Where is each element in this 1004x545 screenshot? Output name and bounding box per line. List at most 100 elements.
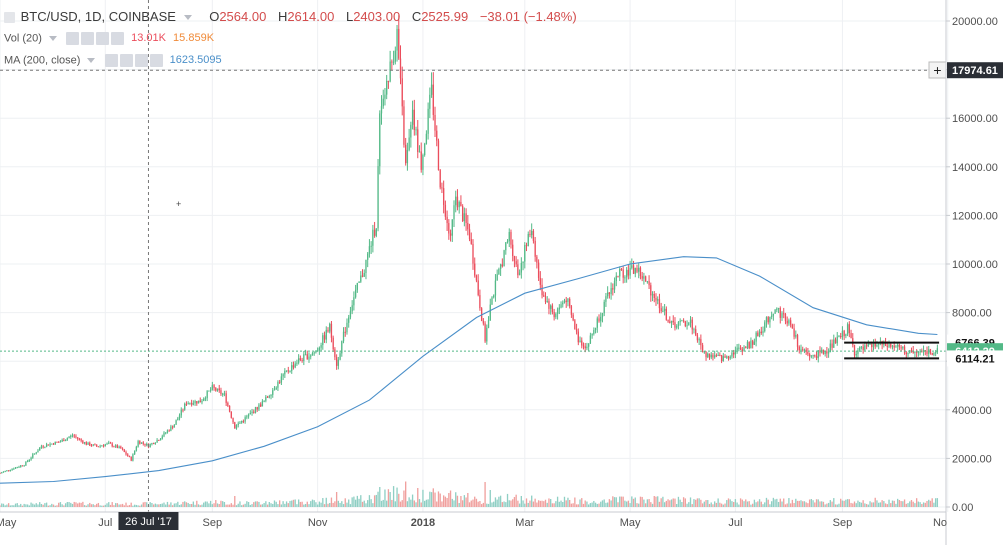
candle-body <box>327 329 329 332</box>
candle-body <box>527 233 529 246</box>
ma-add-icon[interactable] <box>134 54 148 67</box>
volume-bar <box>40 503 43 507</box>
volume-bar <box>449 490 452 507</box>
volume-bar <box>37 504 39 507</box>
volume-bar <box>208 503 210 507</box>
time-axis[interactable]: May Jul Sep Nov 2018 Mar May Jul Sep No <box>0 517 947 529</box>
volume-bar <box>859 501 861 507</box>
candle-body <box>489 304 491 321</box>
x-tick-label: Jul <box>98 517 112 529</box>
volume-bar <box>323 504 326 507</box>
volume-bar <box>672 498 674 507</box>
candle-body <box>498 269 500 275</box>
volume-bar <box>420 502 422 507</box>
candle-body <box>455 196 457 206</box>
volume-bar <box>796 500 799 507</box>
candle-body <box>655 298 657 301</box>
volume-bar <box>886 504 888 507</box>
candle-body <box>779 308 781 318</box>
volume-bar <box>600 501 602 507</box>
candle-body <box>348 317 350 323</box>
price-axis[interactable]: 20000.0018000.0016000.0014000.0012000.00… <box>946 16 998 514</box>
candle-body <box>615 275 617 281</box>
volume-bar <box>341 501 343 507</box>
ma-dropdown-icon[interactable] <box>87 58 96 63</box>
chevron-down-icon[interactable] <box>183 15 192 21</box>
candle-body <box>567 298 569 303</box>
volume-bar <box>335 492 338 507</box>
candle-body <box>764 322 766 332</box>
candle-body <box>836 336 838 344</box>
candle-body <box>644 276 647 282</box>
volume-bar <box>474 496 476 507</box>
crosshair-plus-icon[interactable]: + <box>928 61 947 79</box>
candle-body <box>133 450 136 455</box>
volume-bar <box>632 498 635 507</box>
candle-body <box>765 317 768 323</box>
volume-bar <box>190 503 193 507</box>
volume-bar <box>601 500 604 507</box>
candle-body <box>32 454 34 458</box>
volume-bar <box>852 503 854 507</box>
candle-body <box>760 331 762 333</box>
volume-dropdown-icon[interactable] <box>48 36 57 41</box>
volume-bar <box>653 496 655 507</box>
candle-body <box>867 343 869 347</box>
collapse-icon[interactable] <box>4 12 15 24</box>
volume-bar <box>603 499 605 507</box>
candle-body <box>871 343 873 348</box>
candle-body <box>862 346 864 350</box>
eye-icon[interactable] <box>66 32 80 45</box>
volume-bar <box>399 501 402 507</box>
volume-bar <box>120 504 122 507</box>
candle-body <box>308 356 310 360</box>
volume-bar <box>802 501 804 507</box>
volume-bar <box>681 502 683 507</box>
candle-body <box>784 314 787 321</box>
candle-body <box>503 250 505 267</box>
volume-bar <box>123 505 125 507</box>
candle-body <box>230 411 232 418</box>
volume-bar <box>821 501 823 507</box>
candle-body <box>365 259 367 273</box>
volume-bar <box>505 502 507 507</box>
volume-bar <box>391 499 393 507</box>
candle-body <box>6 470 8 472</box>
volume-bar <box>703 501 705 507</box>
volume-bar <box>133 504 136 507</box>
add-icon[interactable] <box>96 32 110 45</box>
ma-settings-icon[interactable] <box>119 54 133 67</box>
volume-bar <box>567 497 569 507</box>
candle-body <box>891 345 894 347</box>
volume-bar <box>606 502 609 507</box>
candle-body <box>232 417 234 423</box>
candle-body <box>859 347 861 351</box>
volume-bar <box>387 489 390 507</box>
volume-bar <box>803 501 806 507</box>
candle-body <box>222 393 224 395</box>
volume-bar <box>116 503 119 507</box>
candle-body <box>539 277 541 285</box>
y-tick-label: 4000.00 <box>952 405 992 417</box>
candle-body <box>405 144 407 164</box>
ma-eye-icon[interactable] <box>104 54 118 67</box>
level-low-label: 6114.21 <box>955 353 994 365</box>
settings-icon[interactable] <box>81 32 95 45</box>
candle-body <box>9 470 12 472</box>
candle-body <box>551 305 554 312</box>
volume-bar <box>2 503 5 507</box>
volume-bar <box>222 501 224 507</box>
candle-body <box>258 404 260 410</box>
candle-body <box>736 347 738 351</box>
volume-bar <box>586 501 588 507</box>
candle-body <box>165 432 167 434</box>
candle-body <box>888 344 890 347</box>
candle-body <box>373 229 376 236</box>
candle-body <box>777 308 780 310</box>
close-icon[interactable] <box>111 32 125 45</box>
candle-body <box>394 50 396 62</box>
ma-close-icon[interactable] <box>149 54 163 67</box>
candle-body <box>263 400 265 402</box>
volume-bar <box>869 501 871 507</box>
